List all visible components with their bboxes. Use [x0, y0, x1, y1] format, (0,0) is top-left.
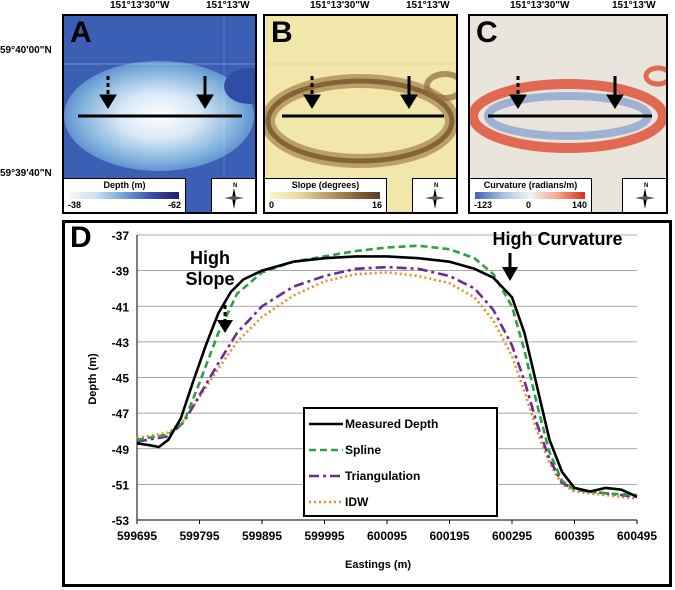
y-axis-title: Depth (m) — [87, 353, 99, 405]
coord-left-1: 59°40'00"N — [0, 45, 52, 56]
transect-b — [282, 76, 444, 118]
chart-legend: Measured Depth Spline Triangulation IDW — [303, 407, 498, 517]
series-line-triangulation — [136, 265, 638, 499]
x-tick-label: 600395 — [554, 529, 594, 543]
coord-top-c2: 151°13'W — [612, 0, 656, 11]
y-tick-label: -43 — [112, 336, 130, 350]
legend-line-triangulation — [309, 474, 343, 478]
legend-max-b: 16 — [371, 200, 382, 210]
x-tick-label: 599895 — [242, 529, 282, 543]
series-line-spline — [136, 244, 638, 497]
y-tick-label: -45 — [112, 372, 130, 386]
series-line-measured-depth — [136, 255, 638, 498]
coord-left-2: 59°39'40"N — [0, 168, 52, 179]
x-tick-label: 599695 — [117, 529, 157, 543]
legend-max-a: -62 — [167, 200, 181, 210]
panel-label-a: A — [70, 16, 92, 49]
series-line-idw — [136, 271, 638, 500]
colorbar-c — [475, 192, 585, 199]
legend-label-idw: IDW — [345, 495, 369, 509]
compass-c: N — [622, 178, 666, 212]
legend-min-a: -38 — [68, 200, 82, 210]
colorbar-a — [69, 192, 179, 199]
annotation-high-slope: High Slope — [170, 248, 250, 289]
legend-title-b: Slope (degrees) — [291, 180, 360, 190]
svg-text:N: N — [434, 183, 438, 189]
panel-label-b: B — [271, 16, 293, 49]
y-tick-label: -47 — [112, 407, 130, 421]
legend-line-spline — [309, 448, 343, 452]
transect-overlay — [78, 76, 652, 118]
x-tick-label: 599795 — [179, 529, 219, 543]
y-tick-label: -37 — [112, 229, 130, 243]
panel-label-c: C — [476, 16, 498, 49]
coord-top-a2: 151°13'W — [206, 0, 250, 11]
legend-c: Curvature (radians/m) -123 0 140 — [470, 178, 592, 212]
map-panel-c: C Curvature (radians/m) -123 0 140 N — [468, 14, 668, 214]
x-tick-label: 600195 — [429, 529, 469, 543]
annotation-high-slope-line1: High — [190, 248, 230, 268]
annotation-high-curvature: High Curvature — [492, 229, 623, 249]
legend-entry-measured: Measured Depth — [305, 415, 496, 435]
legend-mid-c: 0 — [526, 200, 532, 210]
chart-d: D -37 -39 -41 -43 -45 -47 -49 -51 -53 599695 59979… — [62, 220, 672, 587]
transect-c — [488, 76, 652, 118]
colorbar-b — [270, 192, 380, 199]
coord-top-a1: 151°13'30"W — [110, 0, 170, 11]
x-tick-label: 599995 — [304, 529, 344, 543]
map-panel-b: B Slope (degrees) 0 16 N — [263, 14, 458, 214]
legend-b: Slope (degrees) 0 16 — [265, 178, 387, 212]
legend-title-c: Curvature (radians/m) — [483, 180, 578, 190]
x-tick-label: 600295 — [492, 529, 532, 543]
legend-label-spline: Spline — [345, 443, 382, 457]
y-tick-label: -53 — [112, 514, 130, 528]
legend-label-triangulation: Triangulation — [345, 469, 421, 483]
legend-max-c: 140 — [571, 200, 587, 210]
compass-rose-icon: N — [224, 183, 244, 209]
legend-a: Depth (m) -38 -62 — [64, 178, 186, 212]
legend-title-a: Depth (m) — [103, 180, 146, 190]
high-slope-arrow-head — [217, 320, 233, 333]
map-panel-a: A Depth (m) -38 -62 N — [62, 14, 257, 214]
legend-entry-triangulation: Triangulation — [305, 467, 496, 487]
compass-b: N — [412, 178, 456, 212]
x-tick-label: 600495 — [617, 529, 657, 543]
x-axis-title: Eastings (m) — [345, 559, 412, 571]
compass-a: N — [211, 178, 255, 212]
legend-line-idw — [309, 500, 343, 504]
coord-top-c1: 151°13'30"W — [510, 0, 570, 11]
svg-text:N: N — [233, 183, 237, 189]
coord-top-b2: 151°13'W — [406, 0, 450, 11]
svg-text:N: N — [644, 183, 648, 189]
legend-line-measured — [309, 422, 343, 426]
annotation-high-slope-line2: Slope — [185, 268, 235, 289]
y-tick-label: -39 — [112, 265, 130, 279]
coord-top-b1: 151°13'30"W — [310, 0, 370, 11]
x-tick-label: 600095 — [367, 529, 407, 543]
high-curvature-arrow-head — [502, 267, 518, 281]
compass-rose-icon: N — [425, 183, 445, 209]
legend-entry-idw: IDW — [305, 493, 496, 513]
y-tick-label: -51 — [112, 478, 130, 492]
transect-a — [78, 76, 242, 118]
panel-label-d: D — [70, 221, 92, 254]
legend-min-b: 0 — [269, 200, 275, 210]
legend-entry-spline: Spline — [305, 441, 496, 461]
y-tick-label: -49 — [112, 443, 130, 457]
compass-rose-icon: N — [635, 183, 655, 209]
y-tick-label: -41 — [112, 300, 130, 314]
legend-label-measured: Measured Depth — [345, 417, 439, 431]
legend-min-c: -123 — [474, 200, 493, 210]
